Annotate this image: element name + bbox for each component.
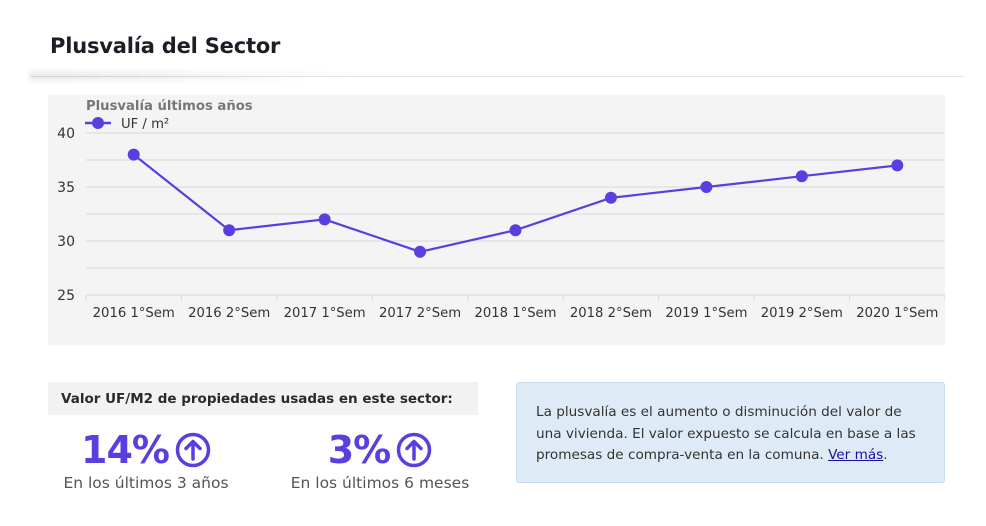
data-point <box>414 245 427 258</box>
stat-value: 3% <box>327 428 392 472</box>
x-tick-label: 2016 1°Sem <box>93 306 175 321</box>
x-tick-label: 2020 1°Sem <box>856 306 938 321</box>
arrow-up-circle-icon <box>175 432 211 468</box>
ver-mas-link[interactable]: Ver más <box>828 447 884 463</box>
y-tick-label: 30 <box>57 234 75 250</box>
data-point <box>795 170 808 183</box>
stat-caption: En los últimos 3 años <box>63 474 229 492</box>
x-tick-label: 2017 1°Sem <box>284 306 366 321</box>
stat-caption: En los últimos 6 meses <box>290 474 470 492</box>
stat-value: 14% <box>81 428 170 472</box>
x-tick-label: 2019 2°Sem <box>761 306 843 321</box>
arrow-up-circle-icon <box>397 432 432 468</box>
series-line <box>133 153 898 253</box>
chart-title: Plusvalía últimos años <box>86 98 253 114</box>
y-tick-label: 35 <box>57 180 75 196</box>
data-point <box>223 224 236 237</box>
page-title: Plusvalía del Sector <box>50 34 281 58</box>
stat-3-years: 14% En los últimos 3 años <box>48 428 244 492</box>
x-tick-label: 2018 1°Sem <box>474 306 556 321</box>
data-point <box>318 213 331 226</box>
plusvalia-chart: 25 30 35 40 2016 1°Sem 2016 2°Sem 2017 1°Sem 20… <box>48 95 945 345</box>
data-point <box>509 224 522 237</box>
x-tick-label: 2017 2°Sem <box>379 306 461 321</box>
stats-title: Valor UF/M2 de propiedades usadas en est… <box>61 390 453 407</box>
x-tick-label: 2018 2°Sem <box>570 306 652 321</box>
info-after-link: . <box>883 447 888 463</box>
header-shadow <box>30 72 360 80</box>
data-point <box>891 159 904 172</box>
info-text: La plusvalía es el aumento o disminución… <box>536 404 916 463</box>
data-point <box>127 148 140 161</box>
legend-marker <box>92 117 104 129</box>
line-chart-svg: 25 30 35 40 2016 1°Sem 2016 2°Sem 2017 1°Sem 20… <box>57 98 945 321</box>
y-tick-label: 40 <box>57 126 75 142</box>
x-tick-label: 2016 2°Sem <box>188 306 270 321</box>
data-point <box>604 191 617 204</box>
section-header <box>30 22 965 77</box>
legend-label: UF / m² <box>121 117 169 132</box>
y-tick-label: 25 <box>57 288 75 304</box>
stats-title-box: Valor UF/M2 de propiedades usadas en est… <box>48 382 478 415</box>
data-point <box>700 181 713 193</box>
stat-6-months: 3% En los últimos 6 meses <box>282 428 478 492</box>
x-tick-label: 2019 1°Sem <box>665 306 747 321</box>
info-box: La plusvalía es el aumento o disminución… <box>516 382 945 483</box>
